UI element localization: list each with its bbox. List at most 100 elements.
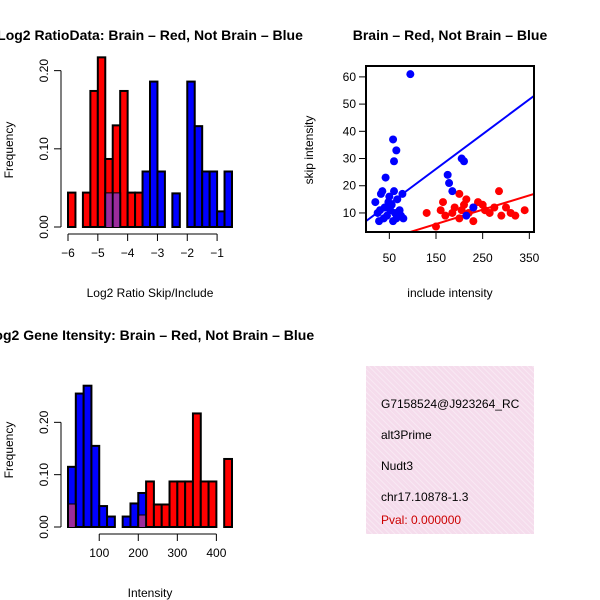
gene-intensity-histogram-bar-not-brain-4 [98,505,109,529]
gene-intensity-histogram-ylabel: Frequency [2,422,16,479]
ratio-histogram-y-tick-label: 0.20 [37,59,51,83]
gene-intensity-histogram-overlap-bar [139,515,146,527]
gene-intensity-histogram-y-tick-label: 0.20 [37,410,51,434]
intensity-scatter-x-tick-label: 250 [473,251,493,265]
scatter-point-not-brain [443,170,452,179]
gene-intensity-histogram-bar-brain-3 [152,503,163,529]
gene-intensity-histogram-bars [67,384,233,529]
genomic-location: chr17.10878-1.3 [381,490,469,504]
event-type: alt3Prime [381,428,432,442]
scatter-point-brain [495,187,503,196]
gene-intensity-histogram-y-tick-label: 0.10 [37,463,51,487]
gene-intensity-histogram: Log2 Gene Itensity: Brain – Red, Not Bra… [0,327,314,600]
gene-intensity-histogram-bar-not-brain-3 [90,444,101,528]
ratio-histogram-bar-not-brain-9 [208,170,219,228]
gene-intensity-histogram-overlap-bar [69,504,75,527]
ratio-histogram-x-tick-label: −4 [121,246,135,260]
intensity-scatter: Brain – Red, Not Brain – Blue 50 150 250 35… [302,27,547,300]
event-id: G7158524@J923264_RC [381,397,520,411]
scatter-point-not-brain [448,187,457,196]
ratio-histogram-bar-not-brain-4 [156,170,166,228]
gene-intensity-histogram-bar-brain-9 [199,480,210,528]
scatter-point-not-brain [445,179,454,188]
scatter-point-not-brain [385,192,394,201]
gene-intensity-histogram-bar-brain-8 [191,412,202,529]
gene-intensity-histogram-x-tick-label: 300 [167,546,187,560]
event-info-panel: G7158524@J923264_RC alt3Prime Nudt3 chr1… [366,366,534,534]
intensity-scatter-y-tick-label: 30 [343,152,357,166]
intensity-scatter-x-tick-label: 50 [383,251,397,265]
ratio-histogram-title: Log2 RatioData: Brain – Red, Not Brain –… [0,27,303,43]
scatter-point-brain [462,195,471,204]
gene-intensity-histogram-bar-brain-2 [145,480,155,528]
intensity-scatter-plot-area [366,70,534,232]
scatter-point-brain [441,211,450,220]
scatter-point-not-brain [390,187,398,196]
scatter-point-brain [450,203,459,212]
gene-intensity-histogram-bar-brain-6 [176,480,187,528]
ratio-histogram-y-tick-label: 0.10 [37,137,51,161]
ratio-histogram-overlap-bar [113,193,120,227]
ratio-histogram-y-tick-label: 0.00 [37,215,51,239]
intensity-scatter-x-tick-label: 150 [426,251,446,265]
ratio-histogram-bar-brain-1 [81,191,92,229]
intensity-scatter-title: Brain – Red, Not Brain – Blue [353,27,548,43]
intensity-scatter-ylabel: skip intensity [302,116,316,185]
ratio-histogram-bar-not-brain-11 [223,170,234,228]
scatter-point-brain [485,208,494,217]
ratio-histogram-bar-brain-7 [126,191,137,229]
gene-intensity-histogram-y-tick-label: 0.00 [37,515,51,539]
scatter-point-not-brain [381,173,390,182]
ratio-histogram-bar-not-brain-8 [201,170,211,228]
gene-intensity-histogram-bar-brain-11 [223,457,233,529]
scatter-point-not-brain [371,198,380,207]
scatter-point-not-brain [460,157,468,166]
scatter-point-brain [502,203,510,212]
ratio-histogram-axes: −6 −5 −4 −3 −2 −1 0.00 0.10 0.20 [37,59,224,260]
gene-intensity-histogram-x-tick-label: 100 [89,546,109,560]
intensity-scatter-y-tick-label: 10 [343,206,357,220]
gene-name: Nudt3 [381,459,414,473]
intensity-scatter-y-tick-label: 20 [343,179,357,193]
intensity-scatter-y-tick-label: 40 [343,124,357,138]
intensity-scatter-x-tick-label: 350 [519,251,539,265]
ratio-histogram-bars [67,56,234,229]
gene-intensity-histogram-bar-not-brain-7 [129,502,140,529]
ratio-histogram-xlabel: Log2 Ratio Skip/Include [87,286,214,300]
ratio-histogram-bar-not-brain-3 [149,80,159,228]
gene-intensity-histogram-x-tick-label: 400 [206,546,226,560]
ratio-histogram-x-tick-label: −2 [180,246,194,260]
ratio-histogram: Log2 RatioData: Brain – Red, Not Brain –… [0,27,303,300]
ratio-histogram-x-tick-label: −5 [91,246,105,260]
ratio-histogram-x-tick-label: −3 [151,246,165,260]
ratio-histogram-bar-brain-8 [134,191,144,229]
ratio-histogram-bar-brain-3 [96,56,107,228]
scatter-point-not-brain [469,203,478,212]
gene-intensity-histogram-axes: 100 200 300 400 0.00 0.10 0.20 [37,410,227,560]
gene-intensity-histogram-bar-not-brain-6 [121,515,132,528]
intensity-scatter-xlabel: include intensity [407,286,492,300]
gene-intensity-histogram-bar-brain-10 [207,480,218,528]
gene-intensity-histogram-title: Log2 Gene Itensity: Brain – Red, Not Bra… [0,327,314,343]
scatter-point-not-brain [389,135,398,144]
intensity-scatter-axes: 50 150 250 350 10 20 30 40 50 60 [343,65,540,265]
gene-intensity-histogram-bar-not-brain-5 [106,515,116,528]
ratio-histogram-bar-not-brain-10 [216,210,226,228]
scatter-point-brain [455,189,464,198]
scatter-point-not-brain [462,211,471,220]
scatter-point-brain [511,211,520,220]
gene-intensity-histogram-bar-not-brain-1 [74,392,85,528]
ratio-histogram-bar-not-brain-2 [141,170,152,228]
scatter-point-brain [439,198,447,207]
ratio-histogram-overlap-bar [106,193,112,227]
ratio-histogram-bar-brain-0 [67,191,77,229]
scatter-point-brain [422,208,431,217]
scatter-point-not-brain [378,187,387,196]
fit-line-not-brain [366,95,534,222]
ratio-histogram-ylabel: Frequency [2,122,16,179]
p-value: Pval: 0.000000 [381,513,462,527]
intensity-scatter-y-tick-label: 60 [343,70,357,84]
intensity-scatter-points [366,70,534,232]
intensity-scatter-frame [365,65,535,233]
